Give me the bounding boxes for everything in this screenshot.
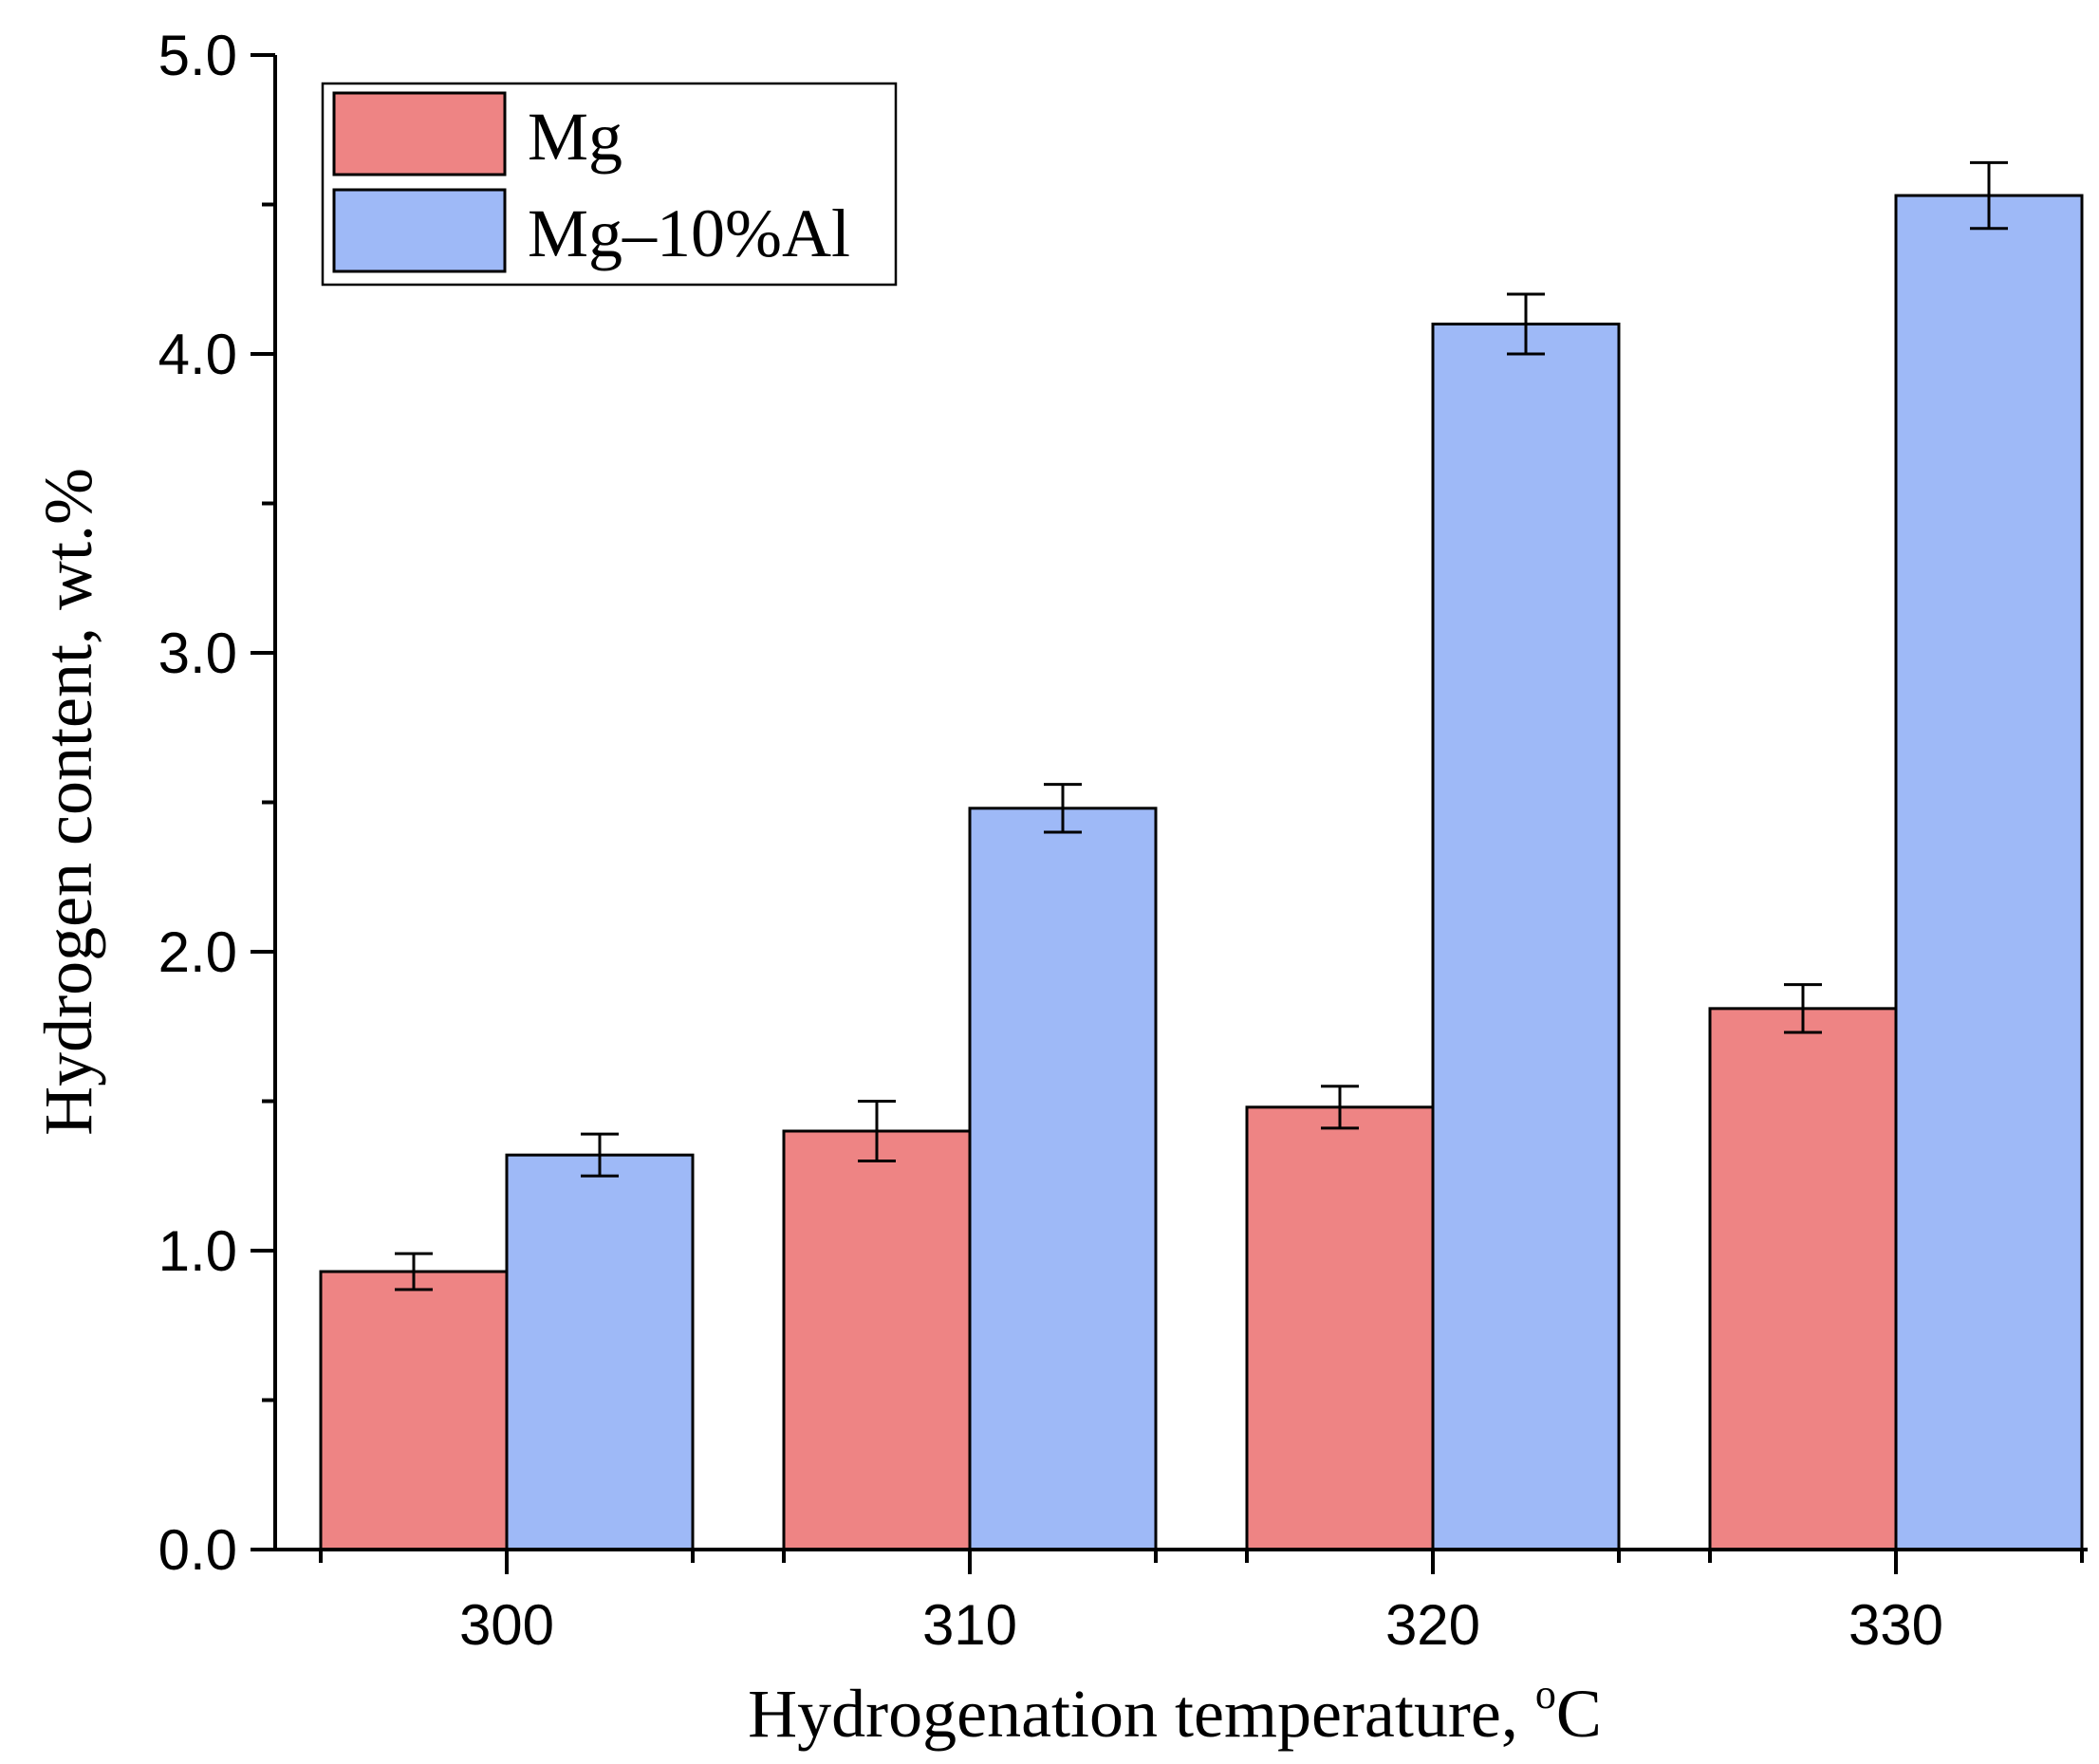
x-tick-label: 310 [922, 1593, 1017, 1657]
legend-swatch-mg-al [332, 188, 507, 273]
error-bar-mg-330 [1784, 983, 1822, 1034]
y-axis-title: Hydrogen content, wt.% [30, 468, 106, 1136]
bar-mg-al-320 [1431, 323, 1621, 1551]
bar-mg-al-300 [505, 1153, 695, 1551]
x-tick-label: 330 [1848, 1593, 1943, 1657]
error-bar-mg-310 [858, 1100, 896, 1162]
x-axis-title: Hydrogenation temperature, oC [748, 1671, 1602, 1752]
bar-mg-310 [782, 1129, 972, 1551]
y-tick-label: 5.0 [158, 24, 237, 87]
error-bar-mg-al-300 [581, 1132, 619, 1178]
y-tick-label: 3.0 [158, 622, 237, 685]
error-bar-mg-al-310 [1044, 783, 1082, 834]
legend-swatch-mg [332, 91, 507, 176]
bar-mg-al-330 [1894, 194, 2084, 1551]
error-bar-mg-320 [1321, 1085, 1359, 1130]
y-tick-label: 2.0 [158, 920, 237, 984]
error-bar-mg-al-330 [1970, 160, 2008, 231]
x-axis-title-unit: C [1556, 1676, 1602, 1752]
x-tick-label: 320 [1385, 1593, 1480, 1657]
y-ticks: 0.0 1.0 2.0 3.0 4.0 5.0 [158, 24, 275, 1582]
bars-layer [319, 160, 2084, 1551]
x-axis-title-degree: o [1535, 1671, 1556, 1718]
bar-mg-al-310 [968, 807, 1158, 1551]
bar-mg-300 [319, 1270, 509, 1551]
error-bar-mg-300 [395, 1252, 433, 1291]
x-tick-label: 300 [459, 1593, 554, 1657]
legend-label-mg-al: Mg–10%Al [528, 195, 850, 271]
y-tick-label: 0.0 [158, 1518, 237, 1582]
legend: Mg Mg–10%Al [321, 82, 898, 287]
bar-mg-330 [1708, 1007, 1898, 1551]
error-bar-mg-al-320 [1507, 292, 1545, 356]
y-tick-label: 1.0 [158, 1219, 237, 1283]
bar-mg-320 [1245, 1105, 1435, 1551]
y-tick-label: 4.0 [158, 323, 237, 386]
legend-label-mg: Mg [528, 99, 622, 175]
x-ticks: 300 310 320 330 [319, 1550, 2084, 1657]
